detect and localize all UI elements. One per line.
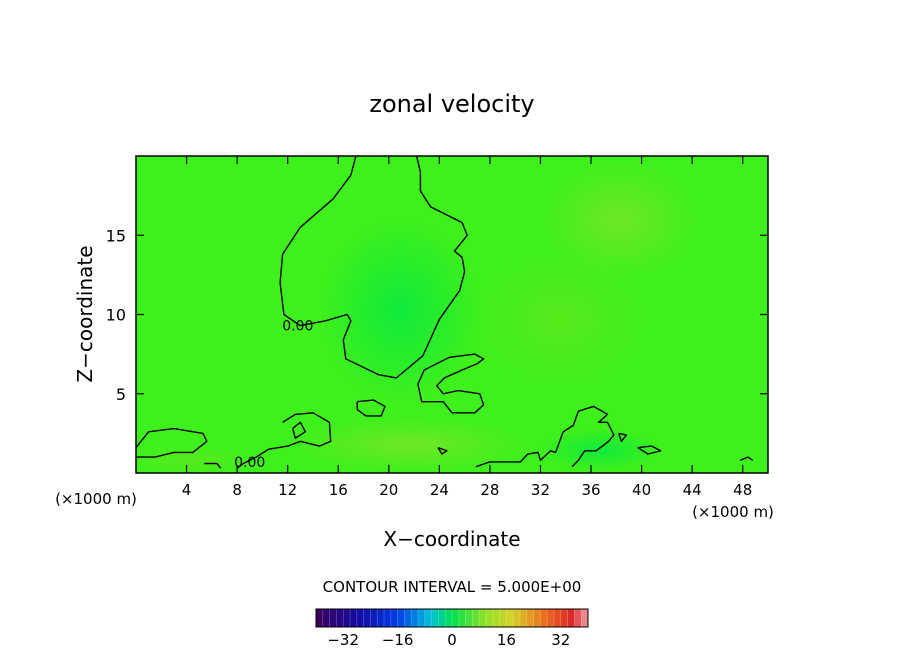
colorbar-cell (472, 609, 480, 627)
x-tick-label: 40 (632, 481, 651, 499)
colorbar (315, 608, 589, 628)
y-tick-label: 10 (106, 306, 126, 325)
zero-contour-10 (204, 462, 222, 469)
colorbar-cell (560, 609, 568, 627)
y-tick-label: 5 (116, 385, 126, 404)
x-tick-label: 24 (430, 481, 449, 499)
colorbar-cell (363, 609, 371, 627)
colorbar-cell (533, 609, 541, 627)
colorbar-cell (506, 609, 514, 627)
colorbar-cell (431, 609, 439, 627)
colorbar-cell (322, 609, 330, 627)
field-shade-6 (136, 445, 250, 473)
chart-title: zonal velocity (369, 90, 534, 118)
colorbar-cell (445, 609, 453, 627)
colorbar-cell (465, 609, 473, 627)
colorbar-cell (343, 609, 351, 627)
x-tick-label: 16 (329, 481, 348, 499)
contour-label: 0.00 (234, 455, 265, 471)
colorbar-tick-label: 32 (551, 631, 570, 649)
colorbar-cell (438, 609, 446, 627)
colorbar-cell (329, 609, 337, 627)
zero-contour-6 (475, 405, 615, 468)
field-shade-5 (290, 417, 530, 473)
x-axis-ticks: 4 8 12 16 20 24 28 32 36 40 44 48 (182, 156, 752, 499)
colorbar-cell (350, 609, 358, 627)
colorbar-cell (411, 609, 419, 627)
colorbar-cell (513, 609, 521, 627)
colorbar-cell (452, 609, 460, 627)
y-axis-ticks: 5 10 15 (106, 226, 768, 404)
y-tick-label: 15 (106, 226, 126, 245)
x-tick-label: 32 (531, 481, 550, 499)
colorbar-cell (316, 609, 324, 627)
y-axis-label: Z−coordinate (73, 245, 97, 382)
colorbar-tick-label: 0 (447, 631, 457, 649)
x-units-left: (×1000 m) (55, 490, 137, 508)
colorbar-cell (547, 609, 555, 627)
colorbar-cell (418, 609, 426, 627)
colorbar-cell (492, 609, 500, 627)
x-tick-label: 20 (379, 481, 398, 499)
colorbar-cell (390, 609, 398, 627)
zero-contour-2 (417, 353, 485, 414)
zero-contour-1 (279, 156, 468, 379)
field-shade-1 (320, 220, 480, 400)
colorbar-cell (384, 609, 392, 627)
field-shade-2 (470, 250, 650, 390)
colorbar-cell (356, 609, 364, 627)
colorbar-frame (315, 608, 589, 628)
zero-contour-0 (136, 427, 208, 458)
colorbar-tick-label: −32 (327, 631, 359, 649)
zero-contour-5 (292, 421, 307, 439)
x-axis-label: X−coordinate (383, 527, 520, 551)
field-shade-3 (540, 160, 700, 280)
x-tick-label: 8 (232, 481, 242, 499)
x-tick-label: 4 (182, 481, 192, 499)
colorbar-cell (581, 609, 589, 627)
colorbar-cell (479, 609, 487, 627)
colorbar-cell (397, 609, 405, 627)
colorbar-cell (574, 609, 582, 627)
colorbar-tick-label: −16 (382, 631, 414, 649)
contour-interval-text: CONTOUR INTERVAL = 5.000E+00 (323, 578, 582, 596)
colorbar-ticks: −32 −16 0 16 32 (327, 631, 570, 649)
x-tick-label: 44 (683, 481, 702, 499)
colorbar-cell (404, 609, 412, 627)
zero-contour-11 (739, 456, 754, 461)
colorbar-cell (540, 609, 548, 627)
colorbar-cell (499, 609, 507, 627)
colorbar-cell (554, 609, 562, 627)
contour-labels: 0.00 0.00 (234, 319, 313, 471)
zero-contour-3 (356, 399, 386, 417)
colorbar-cell (520, 609, 528, 627)
colorbar-cell (336, 609, 344, 627)
contour-label: 0.00 (282, 319, 313, 335)
zero-contour-7 (637, 445, 662, 455)
colorbar-cell (370, 609, 378, 627)
x-tick-label: 12 (278, 481, 297, 499)
zero-contour-8 (618, 432, 628, 442)
x-units-right: (×1000 m) (692, 503, 774, 521)
x-tick-label: 28 (480, 481, 499, 499)
contour-lines (136, 156, 754, 469)
x-tick-label: 36 (581, 481, 600, 499)
colorbar-cell (424, 609, 432, 627)
colorbar-cell (526, 609, 534, 627)
colorbar-cell (567, 609, 575, 627)
field-shade-4 (540, 430, 660, 470)
zero-contour-4 (236, 412, 332, 469)
heatmap-field (136, 156, 768, 473)
zero-contour-9 (437, 446, 448, 455)
x-tick-label: 48 (733, 481, 752, 499)
colorbar-cell (486, 609, 494, 627)
colorbar-cell (458, 609, 466, 627)
colorbar-cell (377, 609, 385, 627)
colorbar-tick-label: 16 (497, 631, 516, 649)
